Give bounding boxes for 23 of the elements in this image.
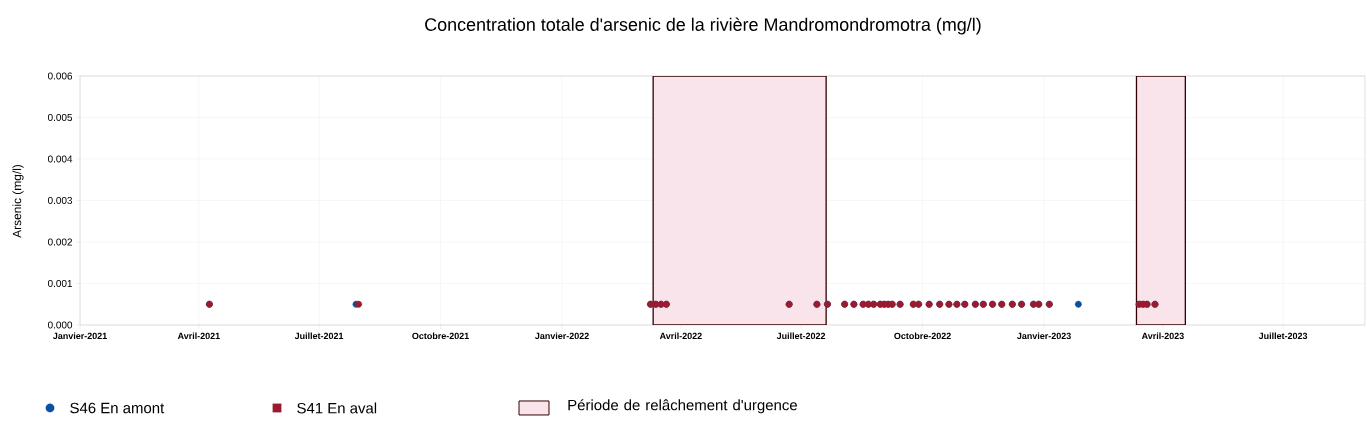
chart-title: Concentration totale d'arsenic de la rivière Mandromondromotra (mg/l) [425, 17, 981, 35]
x-tick-label: Juillet-2021 [294, 332, 344, 340]
legend-label: S46 En amont [70, 402, 165, 414]
y-tick-label: 0.002 [47, 238, 72, 246]
x-tick-label: Avril-2023 [1141, 332, 1184, 340]
x-tick-label: Avril-2022 [659, 332, 702, 340]
x-tick-label: Janvier-2023 [1017, 332, 1071, 340]
x-tick-label: Avril-2021 [177, 332, 220, 340]
y-tick-label: 0.005 [47, 113, 73, 122]
y-tick-label: 0.004 [47, 155, 73, 163]
x-tick-label: Janvier-2021 [52, 332, 107, 340]
y-tick-label: 0.000 [47, 321, 73, 329]
x-tick-label: Octobre-2021 [412, 332, 469, 340]
y-tick-label: 0.003 [47, 196, 73, 205]
x-tick-label: Janvier-2022 [535, 332, 589, 340]
x-tick-label: Octobre-2022 [894, 332, 951, 340]
legend-label: Période de relâchement d'urgence [568, 399, 797, 414]
x-tick-label: Juillet-2022 [776, 332, 826, 340]
legend-label: S41 En aval [297, 402, 377, 414]
x-tick-label: Juillet-2023 [1258, 332, 1308, 340]
y-axis-title: Arsenic (mg/l) [12, 164, 24, 238]
y-tick-label: 0.001 [47, 279, 73, 288]
y-tick-label: 0.006 [47, 72, 73, 80]
